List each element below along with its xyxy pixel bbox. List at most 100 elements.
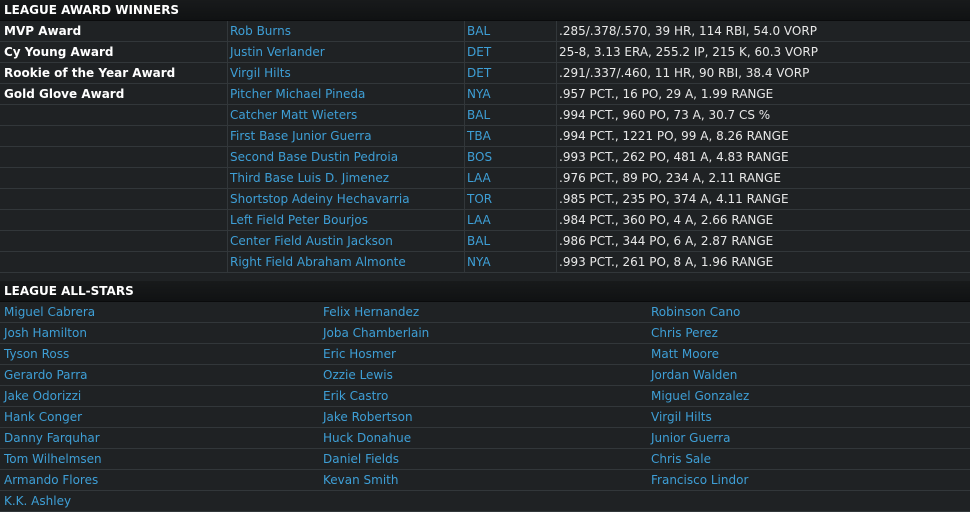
- allstar-row: Tyson Ross Eric Hosmer Matt Moore: [0, 344, 970, 365]
- allstar-player-link[interactable]: Tom Wilhelmsen: [4, 452, 102, 466]
- allstar-player-link[interactable]: Armando Flores: [4, 473, 99, 487]
- allstar-player-link[interactable]: Miguel Gonzalez: [651, 389, 750, 403]
- award-player-link[interactable]: Catcher Matt Wieters: [230, 108, 358, 122]
- allstar-row: Josh Hamilton Joba Chamberlain Chris Perez: [0, 323, 970, 344]
- allstar-player-link[interactable]: Huck Donahue: [323, 431, 412, 445]
- column-divider: [464, 189, 465, 209]
- award-team-link[interactable]: BAL: [467, 108, 491, 122]
- award-row: Gold Glove Award Pitcher Michael Pineda NY…: [0, 84, 970, 105]
- allstar-player-link[interactable]: Jake Robertson: [323, 410, 413, 424]
- allstar-player-link[interactable]: Ozzie Lewis: [323, 368, 393, 382]
- award-player-link[interactable]: Justin Verlander: [230, 45, 325, 59]
- award-player-link[interactable]: First Base Junior Guerra: [230, 129, 372, 143]
- award-player-link[interactable]: Second Base Dustin Pedroia: [230, 150, 399, 164]
- award-row: MVP Award Rob Burns BAL .285/.378/.570, 39 …: [0, 21, 970, 42]
- award-player-link[interactable]: Rob Burns: [230, 24, 291, 38]
- award-row: Center Field Austin Jackson BAL .986 PCT.,…: [0, 231, 970, 252]
- allstar-player-link[interactable]: Jake Odorizzi: [4, 389, 82, 403]
- award-stats: .976 PCT., 89 PO, 234 A, 2.11 RANGE: [559, 171, 781, 185]
- award-stats: .957 PCT., 16 PO, 29 A, 1.99 RANGE: [559, 87, 774, 101]
- allstars-section-header: LEAGUE ALL-STARS: [0, 281, 970, 302]
- award-team-link[interactable]: DET: [467, 45, 492, 59]
- award-player-link[interactable]: Left Field Peter Bourjos: [230, 213, 368, 227]
- allstar-player-link[interactable]: Eric Hosmer: [323, 347, 396, 361]
- section-spacer: [0, 273, 970, 281]
- column-divider: [464, 210, 465, 230]
- award-team-link[interactable]: BAL: [467, 24, 491, 38]
- allstar-player-link[interactable]: Jordan Walden: [651, 368, 738, 382]
- award-row: Catcher Matt Wieters BAL .994 PCT., 960 PO…: [0, 105, 970, 126]
- column-divider: [556, 105, 557, 125]
- award-team-link[interactable]: NYA: [467, 87, 491, 101]
- allstar-player-link[interactable]: Daniel Fields: [323, 452, 400, 466]
- column-divider: [556, 42, 557, 62]
- column-divider: [556, 168, 557, 188]
- allstar-row: Jake Odorizzi Erik Castro Miguel Gonzalez: [0, 386, 970, 407]
- column-divider: [227, 63, 228, 83]
- award-stats: .993 PCT., 262 PO, 481 A, 4.83 RANGE: [559, 150, 789, 164]
- column-divider: [464, 21, 465, 41]
- allstar-player-link[interactable]: Matt Moore: [651, 347, 720, 361]
- award-team-link[interactable]: BAL: [467, 234, 491, 248]
- allstar-row: Hank Conger Jake Robertson Virgil Hilts: [0, 407, 970, 428]
- allstar-player-link[interactable]: Chris Perez: [651, 326, 718, 340]
- allstar-player-link[interactable]: Virgil Hilts: [651, 410, 712, 424]
- award-team-link[interactable]: DET: [467, 66, 492, 80]
- column-divider: [464, 231, 465, 251]
- allstar-player-link[interactable]: Erik Castro: [323, 389, 389, 403]
- column-divider: [464, 147, 465, 167]
- award-name: Cy Young Award: [4, 45, 114, 59]
- allstar-player-link[interactable]: Kevan Smith: [323, 473, 399, 487]
- column-divider: [227, 42, 228, 62]
- allstar-player-link[interactable]: Tyson Ross: [4, 347, 70, 361]
- allstar-row: Tom Wilhelmsen Daniel Fields Chris Sale: [0, 449, 970, 470]
- column-divider: [556, 63, 557, 83]
- award-stats: .285/.378/.570, 39 HR, 114 RBI, 54.0 VOR…: [559, 24, 817, 38]
- allstar-player-link[interactable]: Robinson Cano: [651, 305, 741, 319]
- award-player-link[interactable]: Third Base Luis D. Jimenez: [230, 171, 390, 185]
- award-stats: .291/.337/.460, 11 HR, 90 RBI, 38.4 VORP: [559, 66, 810, 80]
- allstar-player-link[interactable]: Junior Guerra: [651, 431, 731, 445]
- allstar-player-link[interactable]: K.K. Ashley: [4, 494, 72, 508]
- award-stats: .993 PCT., 261 PO, 8 A, 1.96 RANGE: [559, 255, 774, 269]
- award-stats: .985 PCT., 235 PO, 374 A, 4.11 RANGE: [559, 192, 789, 206]
- column-divider: [556, 210, 557, 230]
- column-divider: [464, 105, 465, 125]
- award-team-link[interactable]: BOS: [467, 150, 493, 164]
- award-team-link[interactable]: TBA: [467, 129, 491, 143]
- award-row: First Base Junior Guerra TBA .994 PCT., 12…: [0, 126, 970, 147]
- allstar-player-link[interactable]: Danny Farquhar: [4, 431, 100, 445]
- award-player-link[interactable]: Right Field Abraham Almonte: [230, 255, 406, 269]
- column-divider: [464, 252, 465, 272]
- award-team-link[interactable]: TOR: [467, 192, 493, 206]
- award-player-link[interactable]: Shortstop Adeiny Hechavarria: [230, 192, 410, 206]
- award-player-link[interactable]: Center Field Austin Jackson: [230, 234, 393, 248]
- column-divider: [227, 210, 228, 230]
- award-stats: 25-8, 3.13 ERA, 255.2 IP, 215 K, 60.3 VO…: [559, 45, 819, 59]
- allstar-player-link[interactable]: Chris Sale: [651, 452, 712, 466]
- allstars-grid: Miguel Cabrera Felix Hernandez Robinson Ca…: [0, 302, 970, 512]
- allstar-player-link[interactable]: Miguel Cabrera: [4, 305, 96, 319]
- allstar-player-link[interactable]: Hank Conger: [4, 410, 83, 424]
- allstar-row: K.K. Ashley: [0, 491, 970, 512]
- award-team-link[interactable]: LAA: [467, 213, 491, 227]
- allstar-player-link[interactable]: Felix Hernandez: [323, 305, 420, 319]
- award-stats: .994 PCT., 1221 PO, 99 A, 8.26 RANGE: [559, 129, 789, 143]
- award-player-link[interactable]: Virgil Hilts: [230, 66, 291, 80]
- award-team-link[interactable]: LAA: [467, 171, 491, 185]
- award-stats: .984 PCT., 360 PO, 4 A, 2.66 RANGE: [559, 213, 774, 227]
- award-row: Second Base Dustin Pedroia BOS .993 PCT., …: [0, 147, 970, 168]
- column-divider: [227, 105, 228, 125]
- award-team-link[interactable]: NYA: [467, 255, 491, 269]
- award-row: Rookie of the Year Award Virgil Hilts DET.…: [0, 63, 970, 84]
- allstar-row: Danny Farquhar Huck Donahue Junior Guerra: [0, 428, 970, 449]
- award-player-link[interactable]: Pitcher Michael Pineda: [230, 87, 366, 101]
- allstar-player-link[interactable]: Gerardo Parra: [4, 368, 88, 382]
- allstar-player-link[interactable]: Josh Hamilton: [4, 326, 87, 340]
- awards-section-header: LEAGUE AWARD WINNERS: [0, 0, 970, 21]
- column-divider: [227, 231, 228, 251]
- column-divider: [227, 189, 228, 209]
- column-divider: [556, 252, 557, 272]
- allstar-player-link[interactable]: Joba Chamberlain: [323, 326, 430, 340]
- allstar-player-link[interactable]: Francisco Lindor: [651, 473, 749, 487]
